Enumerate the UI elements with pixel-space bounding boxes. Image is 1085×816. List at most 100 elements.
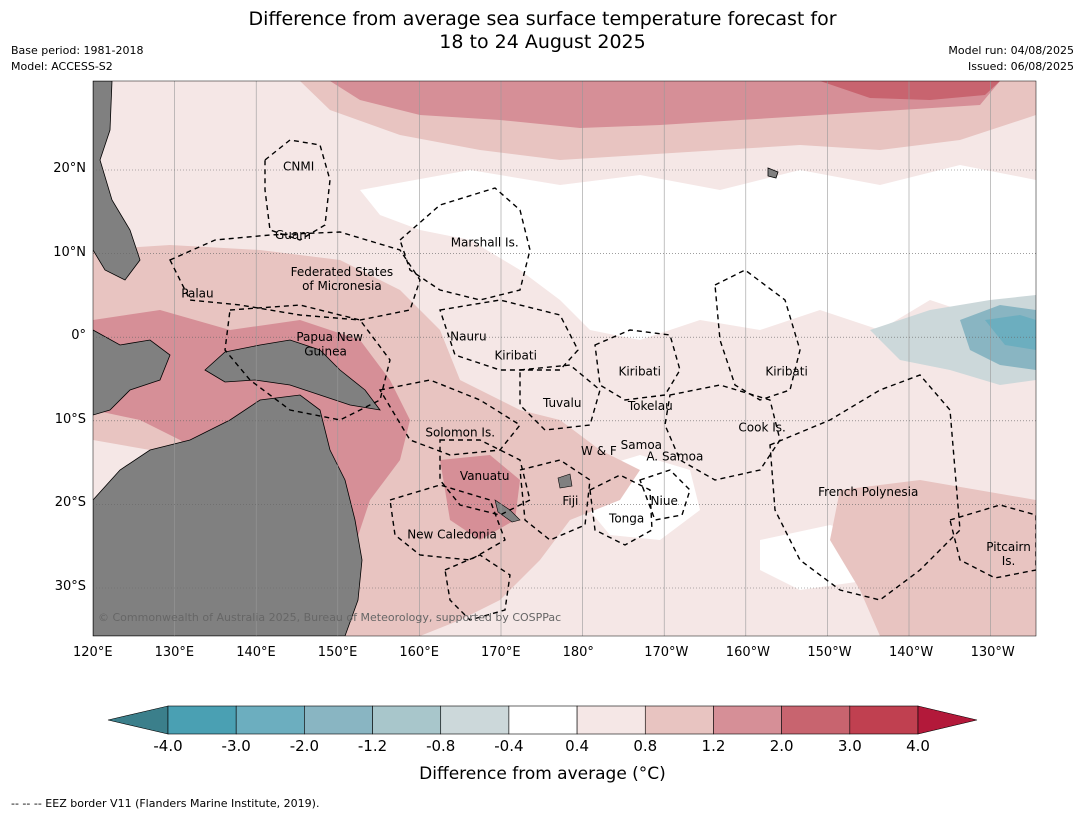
- model-name: Model: ACCESS-S2: [11, 60, 113, 73]
- x-tick-label: 170°E: [481, 645, 521, 660]
- indonesia-landmass: [93, 329, 171, 416]
- model-run: Model run: 04/08/2025: [948, 44, 1074, 57]
- eez-png: [224, 304, 391, 421]
- y-tick-label: 0°: [71, 328, 86, 344]
- meta-right: Model run: 04/08/2025 Issued: 06/08/2025: [948, 43, 1074, 75]
- eez-label: Nauru: [450, 329, 486, 343]
- x-tick-label: 160°W: [725, 645, 770, 660]
- eez-label: Pitcairn: [986, 540, 1031, 554]
- eez-label: Kiribati: [765, 364, 807, 378]
- y-tick-label: 20°S: [54, 495, 86, 511]
- eez-label: Guinea: [304, 344, 347, 358]
- eez-label: Samoa: [621, 438, 662, 452]
- colorbar-tick-label: 2.0: [769, 737, 794, 755]
- colorbar-title: Difference from average (°C): [419, 764, 666, 784]
- new-guinea-landmass: [204, 339, 381, 411]
- eez-niue: [639, 469, 691, 521]
- eez-label: New Caledonia: [407, 527, 497, 541]
- sst-near-normal-north: [360, 165, 1036, 340]
- eez-label: of Micronesia: [302, 279, 382, 293]
- x-tick-label: 140°E: [236, 645, 276, 660]
- eez-cnmi: [264, 139, 331, 241]
- sst-anomaly-north-peak: [820, 81, 1000, 100]
- colorbar-tick-label: 3.0: [837, 737, 862, 755]
- eez-kiribati-phoenix: [594, 329, 681, 401]
- colorbar-extend-low: [107, 705, 169, 735]
- eez-label: Kiribati: [494, 349, 536, 363]
- colorbar-tick-label: -2.0: [289, 737, 319, 755]
- colorbar-swatch: [167, 705, 237, 735]
- y-tick-label: 10°S: [54, 411, 86, 427]
- eez-pitcairn: [949, 504, 1036, 579]
- eez-label: A. Samoa: [646, 450, 703, 464]
- colorbar-tick-label: -0.8: [426, 737, 456, 755]
- y-tick-label: 20°N: [53, 161, 86, 176]
- colorbar-tick-label: 4.0: [906, 737, 930, 755]
- y-tick-label: 30°S: [54, 579, 86, 594]
- base-period: Base period: 1981-2018: [11, 44, 144, 57]
- sst-cool-east-core: [985, 315, 1036, 350]
- eez-label: Federated States: [291, 265, 393, 279]
- eez-label: Vanuatu: [460, 469, 510, 483]
- x-tick-label: 130°W: [970, 645, 1015, 660]
- eez-label: Palau: [181, 287, 213, 301]
- colorbar-swatch: [713, 705, 782, 735]
- colorbar-swatch: [440, 705, 510, 735]
- eez-vanuatu: [439, 439, 531, 516]
- colorbar-tick-label: -0.4: [494, 737, 524, 755]
- eez-label: CNMI: [283, 160, 314, 174]
- colorbar-swatch: [508, 705, 578, 735]
- colorbar-swatch: [372, 705, 442, 735]
- eez-label: Niue: [651, 494, 678, 508]
- title-line-1: Difference from average sea surface temp…: [248, 8, 837, 30]
- x-tick-label: 130°E: [154, 645, 195, 660]
- eez-nauru-kiribati: [439, 299, 579, 371]
- eez-label: Guam: [275, 228, 311, 242]
- eez-label: Marshall Is.: [451, 236, 519, 250]
- eez-label: French Polynesia: [818, 485, 918, 499]
- colorbar: [107, 705, 978, 735]
- colorbar-tick-label: -4.0: [153, 737, 183, 755]
- eez-fiji: [519, 459, 591, 541]
- sst-anomaly-north-core: [330, 81, 1000, 128]
- x-tick-label: 170°W: [644, 645, 689, 660]
- eez-footnote: -- -- -- EEZ border V11 (Flanders Marine…: [11, 797, 320, 810]
- eez-cook: [664, 384, 781, 481]
- colorbar-tick-label: 0.8: [633, 737, 658, 755]
- colorbar-swatch: [644, 705, 714, 735]
- x-tick-label: 150°W: [807, 645, 852, 660]
- copyright-notice: © Commonwealth of Australia 2025, Bureau…: [98, 611, 561, 624]
- x-tick-label: 150°E: [317, 645, 358, 660]
- eez-marshall: [399, 187, 531, 301]
- colorbar-tick-label: 1.2: [701, 737, 726, 755]
- map-title: Difference from average sea surface temp…: [0, 8, 1085, 54]
- eez-new-caledonia: [389, 484, 506, 561]
- colorbar-tick-label: -1.2: [357, 737, 388, 755]
- colorbar-swatch: [304, 705, 373, 735]
- eez-label: Tokelau: [627, 399, 673, 413]
- eez-new-zealand-north: [444, 554, 511, 621]
- colorbar-swatch: [235, 705, 305, 735]
- eez-label: Tonga: [608, 512, 644, 526]
- issued-date: Issued: 06/08/2025: [967, 60, 1074, 73]
- colorbar-tick-label: 0.4: [565, 737, 590, 755]
- colorbar-swatch: [849, 705, 919, 735]
- colorbar-extend-high: [917, 705, 978, 735]
- eez-label: Is.: [1002, 554, 1016, 568]
- map-area: [93, 81, 1036, 636]
- graticule: [93, 81, 1036, 636]
- eez-label: Fiji: [562, 494, 578, 508]
- x-tick-label: 140°W: [889, 645, 934, 660]
- eez-label: Tuvalu: [542, 396, 582, 410]
- fiji-landmass: [557, 473, 573, 489]
- eez-label: Solomon Is.: [425, 426, 495, 440]
- eez-label: Papua New: [296, 330, 363, 344]
- x-tick-label: 120°E: [73, 645, 113, 660]
- colorbar-swatch: [781, 705, 851, 735]
- x-tick-label: 160°E: [399, 645, 439, 660]
- australia-landmass: [93, 394, 363, 636]
- map-frame: [92, 80, 1037, 637]
- y-tick-label: 10°N: [53, 244, 86, 260]
- meta-left: Base period: 1981-2018 Model: ACCESS-S2: [11, 43, 143, 75]
- eez-label: W & F: [581, 444, 617, 458]
